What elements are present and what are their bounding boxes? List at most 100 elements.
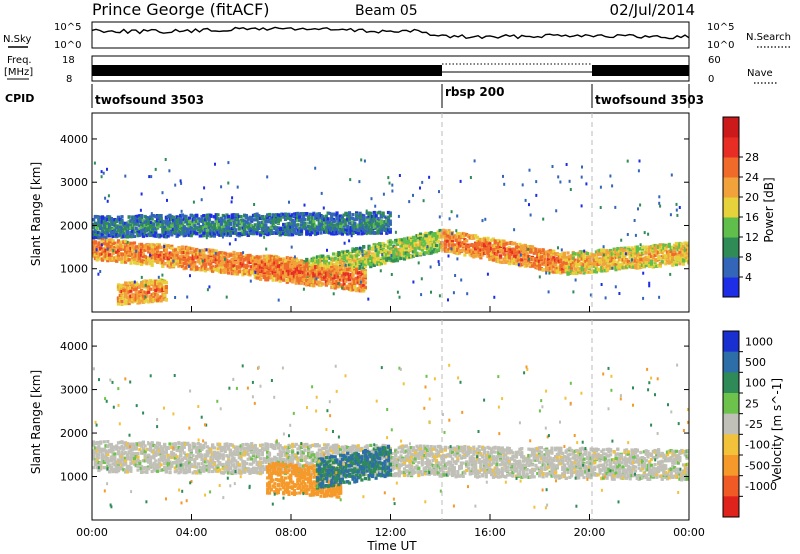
- echo-cell: [99, 221, 103, 225]
- echo-cell: [433, 244, 437, 248]
- echo-cell: [122, 253, 126, 257]
- echo-cell: [314, 224, 318, 228]
- echo-cell: [667, 244, 671, 248]
- echo-cell: [349, 226, 353, 230]
- echo-cell: [321, 227, 325, 232]
- echo-cell: [255, 230, 259, 234]
- echo-cell: [667, 254, 671, 258]
- echo-cell: [202, 262, 206, 266]
- echo-cell: [111, 251, 115, 256]
- echo-cell: [664, 255, 668, 259]
- echo-cell: [225, 233, 229, 237]
- echo-cell: [546, 260, 551, 264]
- echo-cell: [415, 251, 419, 255]
- echo-cell: [616, 247, 620, 251]
- echo-cell: [248, 232, 252, 236]
- echo-cell: [221, 270, 225, 274]
- echo-cell: [116, 239, 121, 243]
- echo-cell: [554, 269, 558, 273]
- echo-cell: [168, 261, 172, 265]
- echo-cell: [596, 262, 600, 267]
- echo-cell: [202, 234, 206, 238]
- echo-cell: [639, 251, 643, 255]
- echo-cell: [347, 260, 352, 264]
- echo-cell: [124, 235, 128, 239]
- echo-cell: [447, 247, 451, 251]
- echo-cell: [356, 215, 360, 219]
- echo-cell: [209, 213, 213, 217]
- echo-cell: [331, 225, 336, 229]
- echo-cell: [365, 216, 369, 220]
- echo-cell: [466, 234, 471, 238]
- echo-cell: [143, 248, 147, 252]
- echo-cell: [113, 231, 117, 235]
- echo-cell: [143, 229, 147, 233]
- echo-cell: [177, 223, 181, 227]
- echo-cell: [589, 252, 593, 256]
- echo-cell: [196, 228, 200, 232]
- echo-cell: [147, 232, 151, 236]
- echo-cell: [244, 269, 248, 273]
- echo-cell: [166, 234, 170, 238]
- echo-cell: [641, 263, 645, 267]
- echo-cell: [536, 253, 540, 257]
- echo-cell: [225, 225, 229, 229]
- echo-cell: [219, 253, 224, 257]
- echo-cell: [642, 264, 646, 268]
- echo-cell: [337, 220, 341, 225]
- echo-cell: [603, 253, 607, 257]
- echo-cell: [408, 239, 412, 243]
- echo-cell: [141, 249, 145, 253]
- echo-cell: [609, 248, 613, 253]
- echo-cell: [410, 238, 414, 242]
- freq-block-2: [592, 65, 689, 76]
- echo-cell: [498, 256, 503, 260]
- echo-cell: [324, 259, 328, 263]
- echo-cell: [132, 218, 137, 222]
- echo-cell: [138, 228, 142, 232]
- echo-cell: [291, 224, 295, 229]
- echo-cell: [374, 213, 378, 217]
- echo-cell: [260, 224, 264, 228]
- echo-cell: [339, 261, 343, 265]
- echo-cell: [429, 251, 433, 255]
- echo-cell: [289, 256, 293, 260]
- echo-cell: [122, 234, 126, 238]
- echo-cell: [125, 221, 129, 225]
- echo-cell: [307, 263, 311, 267]
- echo-cell: [376, 211, 380, 215]
- echo-cell: [292, 227, 296, 232]
- echo-cell: [324, 268, 328, 272]
- echo-cell: [244, 254, 248, 258]
- echo-cell: [196, 260, 200, 264]
- echo-cell: [404, 246, 408, 250]
- echo-cell: [378, 261, 382, 265]
- echo-cell: [386, 256, 391, 260]
- echo-cell: [259, 233, 263, 237]
- echo-cell: [641, 247, 645, 251]
- echo-cell: [600, 248, 604, 252]
- echo-cell: [243, 232, 247, 236]
- echo-cell: [445, 249, 449, 253]
- echo-cell: [156, 225, 160, 229]
- echo-cell: [612, 266, 616, 270]
- echo-cell: [246, 254, 250, 258]
- echo-cell: [193, 253, 197, 257]
- echo-cell: [186, 218, 190, 222]
- echo-cell: [561, 254, 565, 259]
- echo-cell: [134, 222, 138, 226]
- echo-cell: [630, 246, 634, 250]
- echo-cell: [283, 232, 288, 237]
- echo-cell: [369, 223, 373, 227]
- echo-cell: [328, 220, 332, 224]
- echo-cell: [589, 255, 593, 259]
- echo-cell: [180, 221, 184, 225]
- echo-cell: [122, 230, 126, 234]
- echo-cell: [671, 253, 675, 257]
- echo-cell: [115, 233, 119, 237]
- echo-cell: [227, 264, 231, 268]
- echo-cell: [433, 240, 437, 244]
- echo-cell: [559, 270, 563, 275]
- echo-cell: [186, 254, 190, 258]
- echo-cell: [156, 243, 160, 247]
